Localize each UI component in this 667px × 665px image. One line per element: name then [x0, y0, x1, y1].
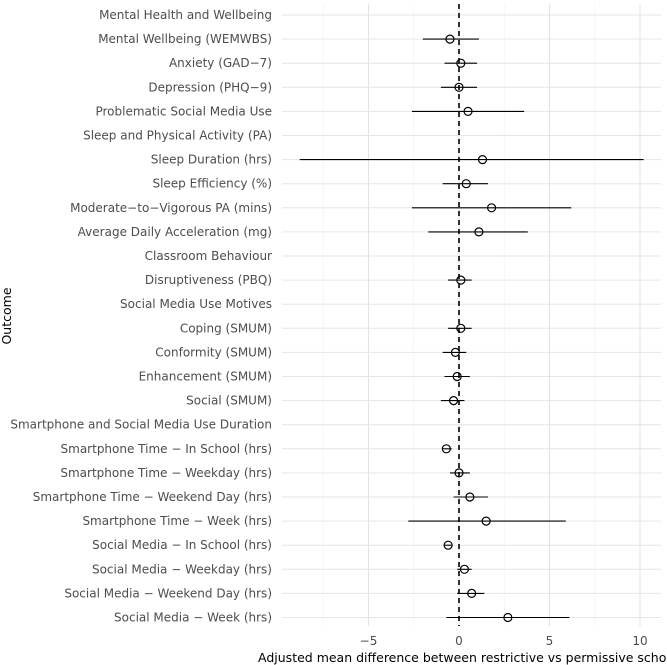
outcome-label: Social Media − Weekday (hrs)	[92, 562, 272, 576]
outcome-label: Coping (SMUM)	[180, 321, 272, 335]
outcome-label: Problematic Social Media Use	[95, 104, 272, 118]
estimate-point	[454, 82, 464, 92]
estimate-point	[486, 203, 497, 213]
estimate-point	[481, 516, 491, 526]
estimate-point	[467, 588, 477, 599]
estimate-point	[452, 371, 462, 382]
estimate-point	[465, 492, 475, 502]
estimate-point	[445, 34, 455, 44]
outcome-label: Mental Wellbeing (WEMWBS)	[98, 32, 272, 46]
section-header-label: Sleep and Physical Activity (PA)	[83, 129, 272, 143]
x-tick-labels: −5 0 5 10	[360, 634, 648, 648]
outcome-label: Enhancement (SMUM)	[139, 370, 272, 384]
outcome-label: Social Media − Week (hrs)	[114, 611, 272, 625]
outcome-label: Depression (PHQ−9)	[148, 80, 272, 94]
estimate-point	[461, 179, 471, 189]
outcome-label: Sleep Duration (hrs)	[151, 153, 272, 167]
outcome-label: Conformity (SMUM)	[155, 345, 272, 359]
section-header-label: Smartphone and Social Media Use Duration	[10, 418, 272, 432]
estimate-point	[448, 396, 459, 406]
outcome-label: Sleep Efficiency (%)	[152, 177, 272, 191]
x-tick-label: 5	[546, 634, 554, 648]
x-axis-title: Adjusted mean difference between restric…	[258, 650, 667, 665]
estimate-point	[441, 444, 451, 454]
outcome-label: Social (SMUM)	[186, 394, 272, 408]
category-labels: Mental Health and Wellbeing Mental Wellbe…	[10, 8, 272, 625]
estimate-point	[456, 323, 466, 333]
estimate-point	[463, 106, 473, 117]
estimate-point	[454, 468, 464, 478]
estimate-point	[477, 155, 488, 165]
y-axis-title: Outcome	[0, 287, 14, 344]
grid-lines	[282, 4, 661, 626]
outcome-label: Social Media − In School (hrs)	[92, 538, 272, 552]
x-tick-label: 0	[455, 634, 463, 648]
outcome-label: Moderate−to−Vigorous PA (mins)	[70, 201, 272, 215]
estimate-point	[456, 275, 466, 285]
outcome-label: Social Media − Weekend Day (hrs)	[64, 586, 272, 600]
x-tick-label: −5	[360, 634, 378, 648]
estimate-point	[443, 540, 453, 550]
outcome-label: Smartphone Time − Week (hrs)	[82, 514, 272, 528]
section-header-label: Mental Health and Wellbeing	[99, 8, 272, 22]
outcome-label: Smartphone Time − Weekend Day (hrs)	[33, 490, 272, 504]
outcome-label: Smartphone Time − Weekday (hrs)	[60, 466, 272, 480]
estimate-point	[503, 612, 513, 623]
outcome-label: Smartphone Time − In School (hrs)	[61, 442, 272, 456]
estimate-point	[474, 227, 484, 237]
x-tick-label: 10	[632, 634, 647, 648]
outcome-label: Average Daily Acceleration (mg)	[78, 225, 272, 239]
section-header-label: Social Media Use Motives	[120, 297, 272, 311]
estimate-point	[459, 564, 470, 574]
section-header-label: Classroom Behaviour	[145, 249, 272, 263]
estimate-point	[456, 58, 466, 68]
estimate-point	[450, 347, 460, 357]
outcome-label: Disruptiveness (PBQ)	[145, 273, 272, 287]
estimate-marks	[299, 34, 644, 623]
outcome-label: Anxiety (GAD−7)	[169, 56, 272, 70]
